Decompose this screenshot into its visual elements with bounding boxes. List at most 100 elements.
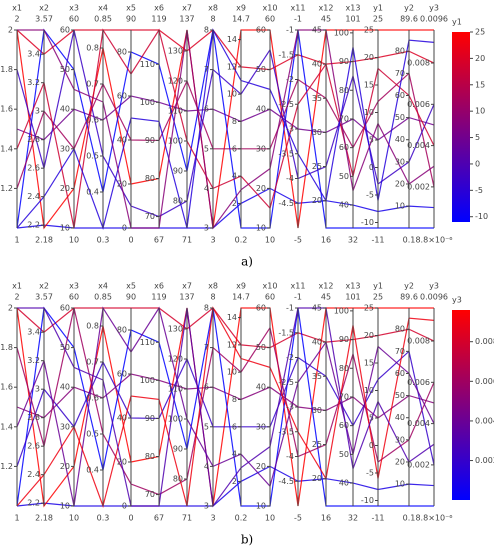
axis-name: x12 (319, 282, 334, 291)
tick-label: -3 (286, 403, 294, 412)
tick-label: 6 (204, 383, 209, 392)
tick-label: 50 (339, 450, 349, 459)
tick-label: 0 (122, 224, 127, 233)
axis-name: x11 (291, 282, 306, 291)
tick-label: 0.008 (407, 59, 430, 68)
range-min: 1 (14, 236, 19, 245)
range-min: -5 (294, 514, 302, 523)
tick-label: 12 (227, 340, 237, 349)
tick-label: 20 (256, 184, 266, 193)
tick-label: 4 (204, 462, 209, 471)
tick-label: 80 (339, 86, 349, 95)
tick-label: 25 (364, 304, 374, 313)
tick-label: 60 (339, 143, 349, 152)
colorbar-title: y1 (452, 18, 462, 27)
axis-name: y1 (373, 4, 383, 13)
axis-name: y2 (404, 4, 414, 13)
tick-label: 10 (364, 386, 374, 395)
range-max: 3.57 (35, 15, 53, 24)
tick-label: 20 (60, 462, 70, 471)
axis-name: y1 (373, 282, 383, 291)
tick-label: 0.6 (86, 394, 99, 403)
axis-name: x13 (346, 4, 361, 13)
tick-label: 2.6 (27, 164, 40, 173)
tick-label: 2 (8, 26, 13, 35)
tick-label: 0.002 (407, 460, 430, 469)
tick-label: 1.6 (0, 383, 13, 392)
axis-name: x4 (98, 282, 108, 291)
tick-label: 45 (312, 26, 322, 35)
colorbar-tick-label: 0.004 (475, 416, 494, 425)
range-max: 3.57 (35, 293, 53, 302)
range-min: 2.18 (35, 514, 53, 523)
tick-label: 2.4 (27, 470, 40, 479)
tick-label: 2.2 (27, 499, 40, 508)
tick-label: 20 (364, 331, 374, 340)
tick-label: 70 (395, 69, 405, 78)
tick-label: 40 (256, 105, 266, 114)
axis-name: x8 (208, 282, 218, 291)
data-line (16, 28, 435, 231)
range-max: 137 (179, 15, 194, 24)
data-line (17, 307, 435, 508)
axis-name: y3 (429, 282, 439, 291)
colorbar-tick-label: 0.002 (475, 456, 494, 465)
axis-name: y2 (404, 282, 414, 291)
range-min: 0.2 (235, 514, 248, 523)
caption: b) (241, 533, 253, 547)
range-min: 16 (321, 236, 331, 245)
range-max: 2 (14, 293, 19, 302)
range-min: 32 (348, 236, 358, 245)
axis-name: x7 (182, 282, 192, 291)
tick-label: 2.8 (27, 135, 40, 144)
tick-label: 15 (364, 359, 374, 368)
tick-label: 0.6 (86, 116, 99, 125)
axis-name: x5 (126, 282, 136, 291)
tick-label: 90 (173, 445, 183, 454)
data-line (16, 187, 435, 229)
tick-label: 100 (168, 137, 183, 146)
tick-label: 30 (60, 144, 70, 153)
tick-label: 20 (256, 462, 266, 471)
range-min: 0 (128, 236, 133, 245)
tick-label: 0.8 (86, 44, 99, 53)
tick-label: 20 (364, 53, 374, 62)
tick-label: 4 (232, 172, 237, 181)
axis-name: x12 (319, 4, 334, 13)
tick-label: 10 (227, 90, 237, 99)
tick-label: 8 (232, 117, 237, 126)
tick-label: 3.2 (27, 78, 40, 87)
range-max: 119 (151, 15, 166, 24)
tick-label: 60 (395, 369, 405, 378)
tick-label: 20 (312, 474, 322, 483)
tick-label: -5 (366, 469, 374, 478)
tick-label: 0.7 (86, 80, 99, 89)
range-max: 101 (345, 15, 360, 24)
tick-label: 45 (312, 304, 322, 313)
axis-name: x7 (182, 4, 192, 13)
colorbar (452, 32, 470, 222)
tick-label: 30 (256, 422, 266, 431)
tick-label: 1.8 (0, 343, 13, 352)
tick-label: 0.002 (407, 182, 430, 191)
range-max: 45 (321, 293, 331, 302)
range-max: 60 (69, 15, 79, 24)
caption: a) (241, 255, 253, 269)
tick-label: 3.4 (27, 328, 40, 337)
tick-label: 40 (339, 201, 349, 210)
range-min: 3 (210, 236, 215, 245)
tick-label: 20 (395, 457, 405, 466)
range-max: 101 (345, 293, 360, 302)
tick-label: 90 (145, 414, 155, 423)
range-max: 89.6 (400, 293, 418, 302)
range-min: 1 (14, 514, 19, 523)
axis-name: x6 (154, 282, 164, 291)
range-min: 3 (210, 514, 215, 523)
tick-label: 10 (364, 108, 374, 117)
range-max: 0.85 (94, 15, 112, 24)
axis-name: x3 (69, 4, 79, 13)
range-max: 14.7 (232, 15, 250, 24)
tick-label: -2 (286, 75, 294, 84)
range-min: 71 (182, 236, 192, 245)
tick-label: 0 (369, 441, 374, 450)
